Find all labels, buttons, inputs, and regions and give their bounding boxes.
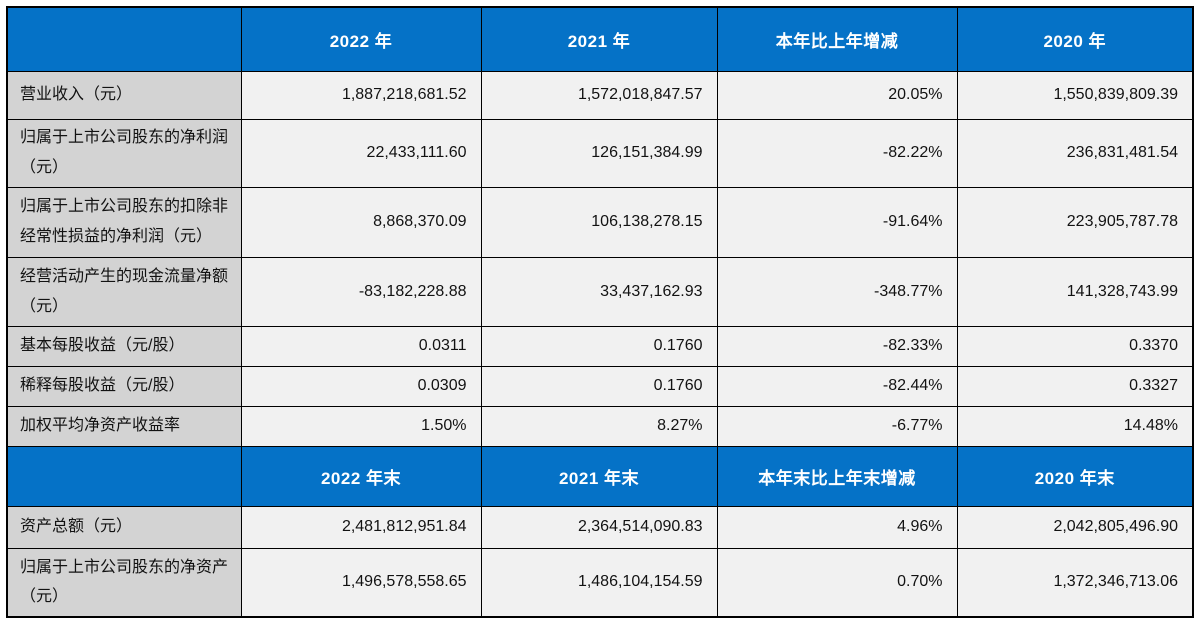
cell-value: 0.3327 (956, 365, 1194, 407)
col-header-yoy-change: 本年比上年增减 (716, 6, 958, 72)
cell-value: -91.64% (716, 186, 958, 258)
cell-value: 33,437,162.93 (480, 256, 718, 327)
cell-value: 2,481,812,951.84 (240, 505, 482, 549)
row-label: 加权平均净资产收益率 (6, 405, 242, 447)
table-row-diluted-eps: 稀释每股收益（元/股） 0.0309 0.1760 -82.44% 0.3327 (6, 365, 1194, 407)
table-row-revenue: 营业收入（元） 1,887,218,681.52 1,572,018,847.5… (6, 70, 1194, 120)
col-header-2020-end: 2020 年末 (956, 445, 1194, 507)
cell-value: 20.05% (716, 70, 958, 120)
table-row-net-profit: 归属于上市公司股东的净利润 （元） 22,433,111.60 126,151,… (6, 118, 1194, 188)
cell-value: 0.1760 (480, 325, 718, 367)
cell-value: -348.77% (716, 256, 958, 327)
cell-value: 1,550,839,809.39 (956, 70, 1194, 120)
cell-value: 0.0309 (240, 365, 482, 407)
cell-value: 0.70% (716, 547, 958, 618)
col-header-2021-end: 2021 年末 (480, 445, 718, 507)
col-header-2022-end: 2022 年末 (240, 445, 482, 507)
row-label: 营业收入（元） (6, 70, 242, 120)
col-header-2021: 2021 年 (480, 6, 718, 72)
cell-value: 8,868,370.09 (240, 186, 482, 258)
cell-value: 14.48% (956, 405, 1194, 447)
col-header-2022: 2022 年 (240, 6, 482, 72)
cell-value: 126,151,384.99 (480, 118, 718, 188)
cell-value: 1,372,346,713.06 (956, 547, 1194, 618)
cell-value: 1.50% (240, 405, 482, 447)
table-row-total-assets: 资产总额（元） 2,481,812,951.84 2,364,514,090.8… (6, 505, 1194, 549)
cell-value: 106,138,278.15 (480, 186, 718, 258)
cell-value: -83,182,228.88 (240, 256, 482, 327)
cell-value: 22,433,111.60 (240, 118, 482, 188)
financial-summary-table: 2022 年 2021 年 本年比上年增减 2020 年 营业收入（元） 1,8… (6, 6, 1194, 618)
cell-value: 0.1760 (480, 365, 718, 407)
row-label: 资产总额（元） (6, 505, 242, 549)
corner-cell (6, 445, 242, 507)
table-row-weighted-avg-roe: 加权平均净资产收益率 1.50% 8.27% -6.77% 14.48% (6, 405, 1194, 447)
row-label: 基本每股收益（元/股） (6, 325, 242, 367)
cell-value: -82.44% (716, 365, 958, 407)
corner-cell (6, 6, 242, 72)
cell-value: 8.27% (480, 405, 718, 447)
cell-value: 2,042,805,496.90 (956, 505, 1194, 549)
table-row-basic-eps: 基本每股收益（元/股） 0.0311 0.1760 -82.33% 0.3370 (6, 325, 1194, 367)
cell-value: 2,364,514,090.83 (480, 505, 718, 549)
row-label: 归属于上市公司股东的净利润 （元） (6, 118, 242, 188)
table-row-operating-cash-flow: 经营活动产生的现金流量净额 （元） -83,182,228.88 33,437,… (6, 256, 1194, 327)
cell-value: 236,831,481.54 (956, 118, 1194, 188)
cell-value: 1,887,218,681.52 (240, 70, 482, 120)
cell-value: 223,905,787.78 (956, 186, 1194, 258)
cell-value: 141,328,743.99 (956, 256, 1194, 327)
cell-value: 4.96% (716, 505, 958, 549)
row-label: 稀释每股收益（元/股） (6, 365, 242, 407)
col-header-2020: 2020 年 (956, 6, 1194, 72)
cell-value: -6.77% (716, 405, 958, 447)
row-label: 归属于上市公司股东的净资产 （元） (6, 547, 242, 618)
table-header-row-annual: 2022 年 2021 年 本年比上年增减 2020 年 (6, 6, 1194, 72)
row-label: 归属于上市公司股东的扣除非 经常性损益的净利润（元） (6, 186, 242, 258)
cell-value: 0.0311 (240, 325, 482, 367)
cell-value: -82.22% (716, 118, 958, 188)
row-label: 经营活动产生的现金流量净额 （元） (6, 256, 242, 327)
table-header-row-year-end: 2022 年末 2021 年末 本年末比上年末增减 2020 年末 (6, 445, 1194, 507)
col-header-year-end-change: 本年末比上年末增减 (716, 445, 958, 507)
table-row-net-assets: 归属于上市公司股东的净资产 （元） 1,496,578,558.65 1,486… (6, 547, 1194, 618)
cell-value: 1,572,018,847.57 (480, 70, 718, 120)
cell-value: 1,486,104,154.59 (480, 547, 718, 618)
cell-value: 1,496,578,558.65 (240, 547, 482, 618)
cell-value: 0.3370 (956, 325, 1194, 367)
cell-value: -82.33% (716, 325, 958, 367)
table-row-net-profit-excl-nonrecurring: 归属于上市公司股东的扣除非 经常性损益的净利润（元） 8,868,370.09 … (6, 186, 1194, 258)
